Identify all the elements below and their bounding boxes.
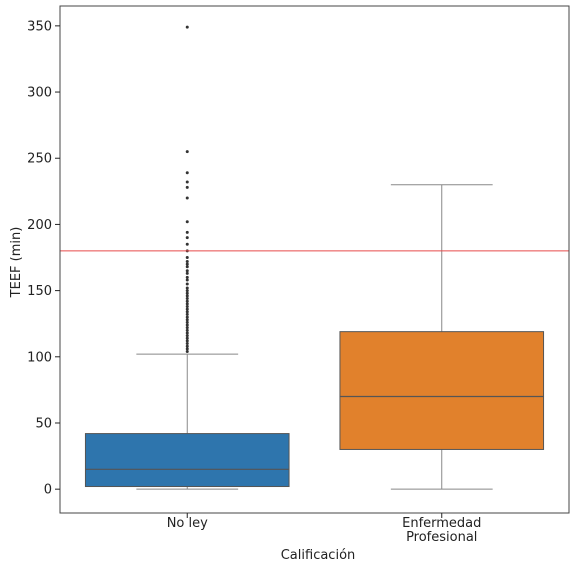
outlier-point — [185, 220, 189, 224]
outlier-point — [185, 185, 189, 189]
x-tick-label: Profesional — [406, 530, 477, 545]
outlier-point — [185, 25, 189, 29]
outlier-point — [185, 344, 189, 348]
outlier-point — [185, 269, 189, 273]
outlier-point — [185, 342, 189, 346]
outlier-point — [185, 271, 189, 275]
outlier-point — [185, 278, 189, 282]
outlier-point — [185, 289, 189, 293]
outlier-point — [185, 256, 189, 260]
plot-area — [59, 5, 570, 514]
outlier-point — [185, 334, 189, 338]
outlier-point — [185, 236, 189, 240]
y-tick-label: 200 — [27, 218, 52, 233]
y-tick-label: 250 — [27, 152, 52, 167]
outlier-point — [185, 286, 189, 290]
y-axis-ticks: 0 50 100 150 200 250 300 350 — [27, 19, 60, 498]
outlier-point — [185, 312, 189, 316]
y-tick-label: 350 — [27, 19, 52, 34]
outlier-point — [185, 282, 189, 286]
outlier-point — [185, 315, 189, 319]
outlier-point — [185, 171, 189, 175]
outlier-point — [185, 150, 189, 154]
outlier-point — [185, 297, 189, 301]
y-tick-label: 0 — [44, 483, 52, 498]
outlier-point — [185, 262, 189, 266]
outlier-point — [185, 336, 189, 340]
outlier-point — [185, 350, 189, 354]
outlier-point — [185, 328, 189, 332]
x-tick-label: No ley — [167, 516, 208, 531]
y-tick-label: 50 — [35, 416, 52, 431]
outlier-point — [185, 259, 189, 263]
box-iqr — [339, 331, 545, 450]
outlier-point — [185, 180, 189, 184]
plot-frame — [59, 5, 570, 514]
outlier-point — [185, 302, 189, 306]
outlier-point — [185, 323, 189, 327]
outlier-point — [185, 294, 189, 298]
outlier-point — [185, 242, 189, 246]
outlier-point — [185, 196, 189, 200]
x-tick-label: Enfermedad — [402, 516, 481, 531]
x-axis-label: Calificación — [281, 548, 356, 563]
outlier-point — [185, 299, 189, 303]
outlier-point — [185, 291, 189, 295]
y-tick-label: 150 — [27, 284, 52, 299]
y-tick-label: 100 — [27, 350, 52, 365]
box-iqr — [84, 433, 290, 488]
y-axis-label: TEEF (min) — [9, 227, 24, 299]
outlier-point — [185, 230, 189, 234]
outlier-point — [185, 347, 189, 351]
outlier-point — [185, 304, 189, 308]
outlier-point — [185, 307, 189, 311]
outlier-point — [185, 320, 189, 324]
outlier-point — [185, 318, 189, 322]
outlier-point — [185, 331, 189, 335]
outlier-point — [185, 339, 189, 343]
outlier-point — [185, 275, 189, 279]
outlier-point — [185, 310, 189, 314]
y-tick-label: 300 — [27, 86, 52, 101]
outlier-point — [185, 265, 189, 269]
outlier-point — [185, 326, 189, 330]
